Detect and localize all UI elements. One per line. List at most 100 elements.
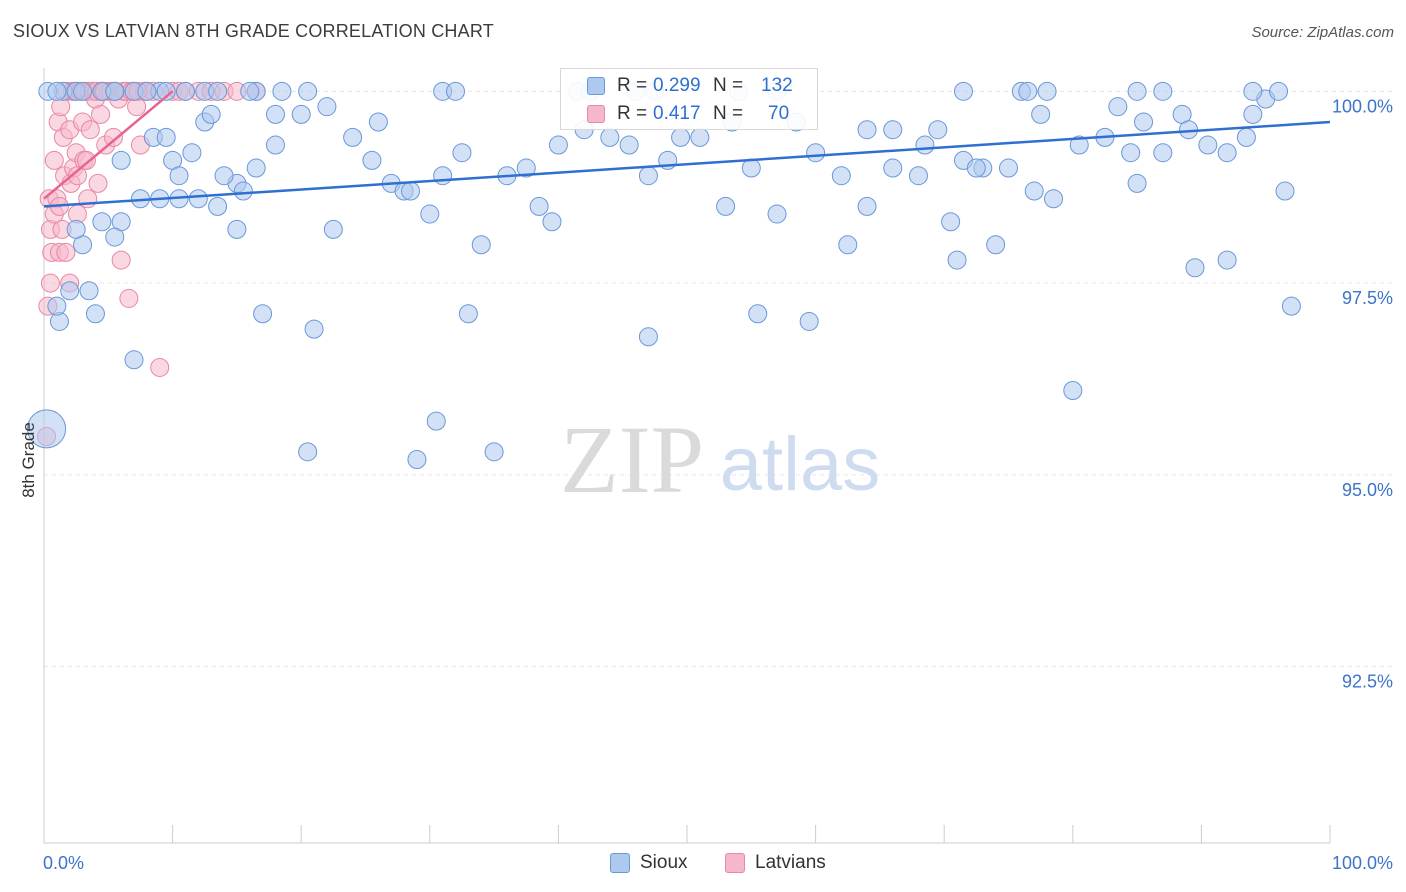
sioux-point: [1031, 104, 1051, 124]
sioux-point: [1018, 81, 1038, 101]
sioux-point: [986, 235, 1006, 255]
latvian-point: [40, 273, 60, 293]
latvian-legend-swatch: [725, 853, 745, 873]
sioux-point: [208, 196, 228, 216]
latvian-n-label: N =: [713, 103, 744, 124]
sioux-trend-line: [43, 120, 1331, 208]
latvian-point: [103, 127, 123, 147]
latvian-point: [111, 250, 131, 270]
sioux-point: [799, 311, 819, 331]
latvian-point: [150, 357, 170, 377]
sioux-point: [1275, 181, 1295, 201]
sioux-point: [1153, 81, 1173, 101]
sioux-point: [1217, 250, 1237, 270]
sioux-point: [1121, 143, 1141, 163]
sioux-point: [471, 235, 491, 255]
sioux-point: [317, 97, 337, 117]
sioux-point: [1063, 380, 1083, 400]
sioux-point: [265, 135, 285, 155]
latvian-point: [80, 120, 100, 140]
sioux-point: [1127, 81, 1147, 101]
grid-layer: [44, 90, 1394, 668]
sioux-point: [638, 166, 658, 186]
latvian-r-value: 0.417: [653, 103, 701, 124]
sioux-point: [716, 196, 736, 216]
sioux-swatch: [587, 77, 605, 95]
latvian-point: [56, 242, 76, 262]
sioux-point: [953, 81, 973, 101]
sioux-point: [838, 235, 858, 255]
sioux-point: [1044, 189, 1064, 209]
sioux-point: [947, 250, 967, 270]
latvian-r-label: R =: [617, 103, 648, 124]
sioux-point: [767, 204, 787, 224]
sioux-point: [105, 81, 125, 101]
sioux-point: [47, 81, 67, 101]
y-tick-label: 92.5%: [1342, 672, 1393, 692]
sioux-point: [272, 81, 292, 101]
sioux-point: [941, 212, 961, 232]
sioux-r-value: 0.299: [653, 75, 701, 96]
sioux-point: [188, 189, 208, 209]
sioux-point: [368, 112, 388, 132]
sioux-point: [420, 204, 440, 224]
sioux-point: [966, 158, 986, 178]
sioux-point: [1281, 296, 1301, 316]
sioux-point: [999, 158, 1018, 178]
y-axis-title: 8th Grade: [19, 422, 38, 498]
sioux-point: [343, 127, 363, 147]
sioux-point: [741, 158, 761, 178]
sioux-point: [1269, 81, 1289, 101]
y-tick-label: 95.0%: [1342, 480, 1393, 500]
x-tick-label-max: 100.0%: [1332, 853, 1393, 873]
sioux-point: [407, 450, 427, 469]
sioux-point: [908, 166, 928, 186]
sioux-point: [304, 319, 324, 339]
sioux-point: [1153, 143, 1173, 163]
sioux-point: [401, 181, 421, 201]
sioux-point: [208, 81, 228, 101]
sioux-point: [1217, 143, 1237, 163]
axis-labels: 100.0% 97.5% 95.0% 92.5% 0.0% 100.0% 8th Grade: [19, 96, 1393, 873]
sioux-point: [27, 409, 67, 449]
sioux-point: [233, 181, 253, 201]
sioux-point: [1243, 81, 1263, 101]
sioux-point: [433, 166, 453, 186]
sioux-point: [671, 127, 691, 147]
sioux-point: [484, 442, 504, 462]
watermark: ZIP atlas: [560, 406, 880, 513]
sioux-point: [1185, 258, 1205, 278]
sioux-point: [600, 127, 620, 147]
sioux-point: [516, 158, 536, 178]
sioux-point: [156, 127, 176, 147]
latvian-point: [91, 104, 111, 124]
latvian-point: [67, 166, 87, 186]
sioux-point: [883, 158, 903, 178]
sioux-point: [362, 150, 382, 170]
y-tick-label: 97.5%: [1342, 288, 1393, 308]
sioux-point: [857, 120, 877, 140]
sioux-point: [60, 281, 80, 301]
source-label: Source: ZipAtlas.com: [1251, 24, 1394, 41]
sioux-point: [857, 196, 877, 216]
sioux-point: [1024, 181, 1044, 201]
sioux-point: [298, 442, 318, 462]
sioux-point: [619, 135, 639, 155]
sioux-point: [169, 166, 189, 186]
sioux-point: [66, 219, 86, 239]
chart-title: SIOUX VS LATVIAN 8TH GRADE CORRELATION C…: [13, 21, 494, 41]
sioux-point: [201, 104, 221, 124]
latvian-point: [119, 288, 139, 308]
watermark-zip: ZIP: [560, 406, 704, 513]
sioux-point: [298, 81, 318, 101]
sioux-point: [1127, 173, 1147, 193]
sioux-point: [291, 104, 311, 124]
sioux-point: [265, 104, 285, 124]
latvian-n-value: 70: [768, 103, 790, 124]
legend-row-latvian: R = 0.417 N = 70: [561, 101, 817, 127]
sioux-point: [47, 296, 67, 316]
sioux-point: [85, 304, 105, 324]
sioux-legend-swatch: [610, 853, 630, 873]
sioux-point: [883, 120, 903, 140]
